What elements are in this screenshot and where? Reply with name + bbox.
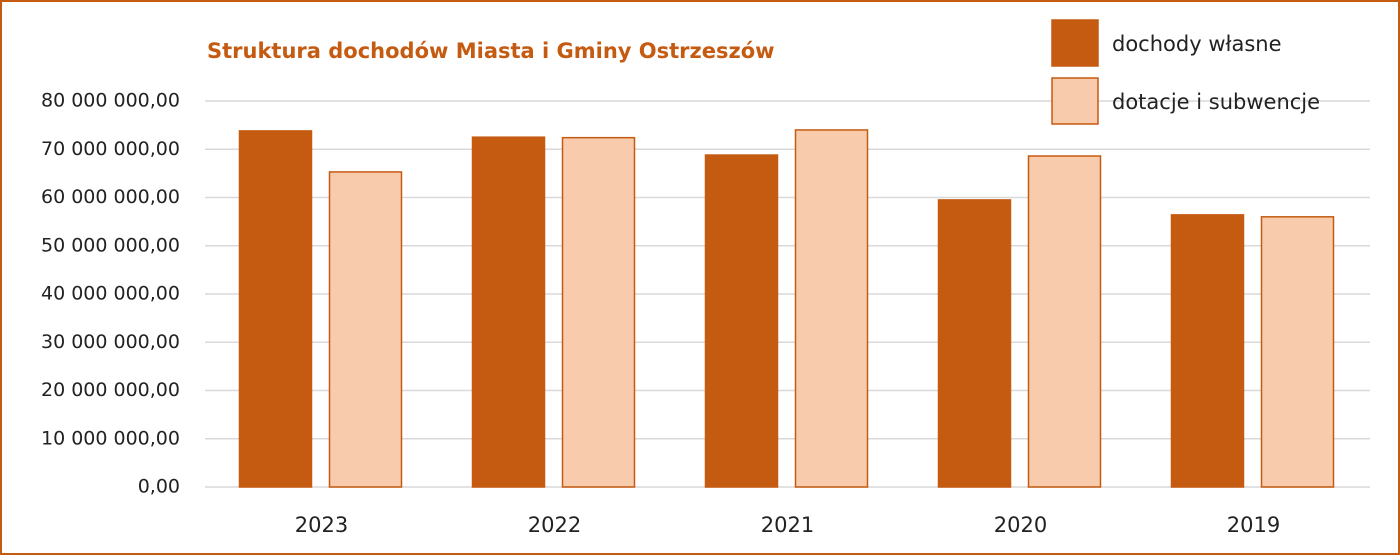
y-tick-label: 10 000 000,00 bbox=[41, 427, 180, 449]
y-tick-label: 60 000 000,00 bbox=[41, 186, 180, 208]
x-tick-label: 2023 bbox=[295, 513, 348, 537]
bar bbox=[1260, 216, 1335, 488]
bar bbox=[704, 154, 779, 488]
y-tick-label: 30 000 000,00 bbox=[41, 331, 180, 353]
chart-title: Struktura dochodów Miasta i Gminy Ostrze… bbox=[207, 39, 775, 63]
y-tick-label: 20 000 000,00 bbox=[41, 379, 180, 401]
y-tick-label: 40 000 000,00 bbox=[41, 283, 180, 305]
bar bbox=[1027, 155, 1102, 488]
y-tick-label: 0,00 bbox=[138, 476, 180, 498]
legend-label: dochody własne bbox=[1112, 32, 1282, 56]
x-tick-label: 2020 bbox=[994, 513, 1047, 537]
x-tick-label: 2022 bbox=[528, 513, 581, 537]
bar bbox=[561, 136, 636, 488]
bar bbox=[471, 136, 546, 488]
legend-swatch bbox=[1051, 19, 1099, 67]
bar bbox=[238, 130, 313, 488]
bar bbox=[794, 129, 869, 488]
x-tick-label: 2021 bbox=[761, 513, 814, 537]
x-tick-label: 2019 bbox=[1227, 513, 1280, 537]
legend-label: dotacje i subwencje bbox=[1112, 90, 1320, 114]
bar bbox=[328, 171, 403, 488]
legend-swatch bbox=[1051, 77, 1099, 125]
bar bbox=[1170, 214, 1245, 488]
bar bbox=[937, 199, 1012, 488]
y-tick-label: 70 000 000,00 bbox=[41, 138, 180, 160]
y-tick-label: 50 000 000,00 bbox=[41, 234, 180, 256]
y-tick-label: 80 000 000,00 bbox=[41, 90, 180, 112]
